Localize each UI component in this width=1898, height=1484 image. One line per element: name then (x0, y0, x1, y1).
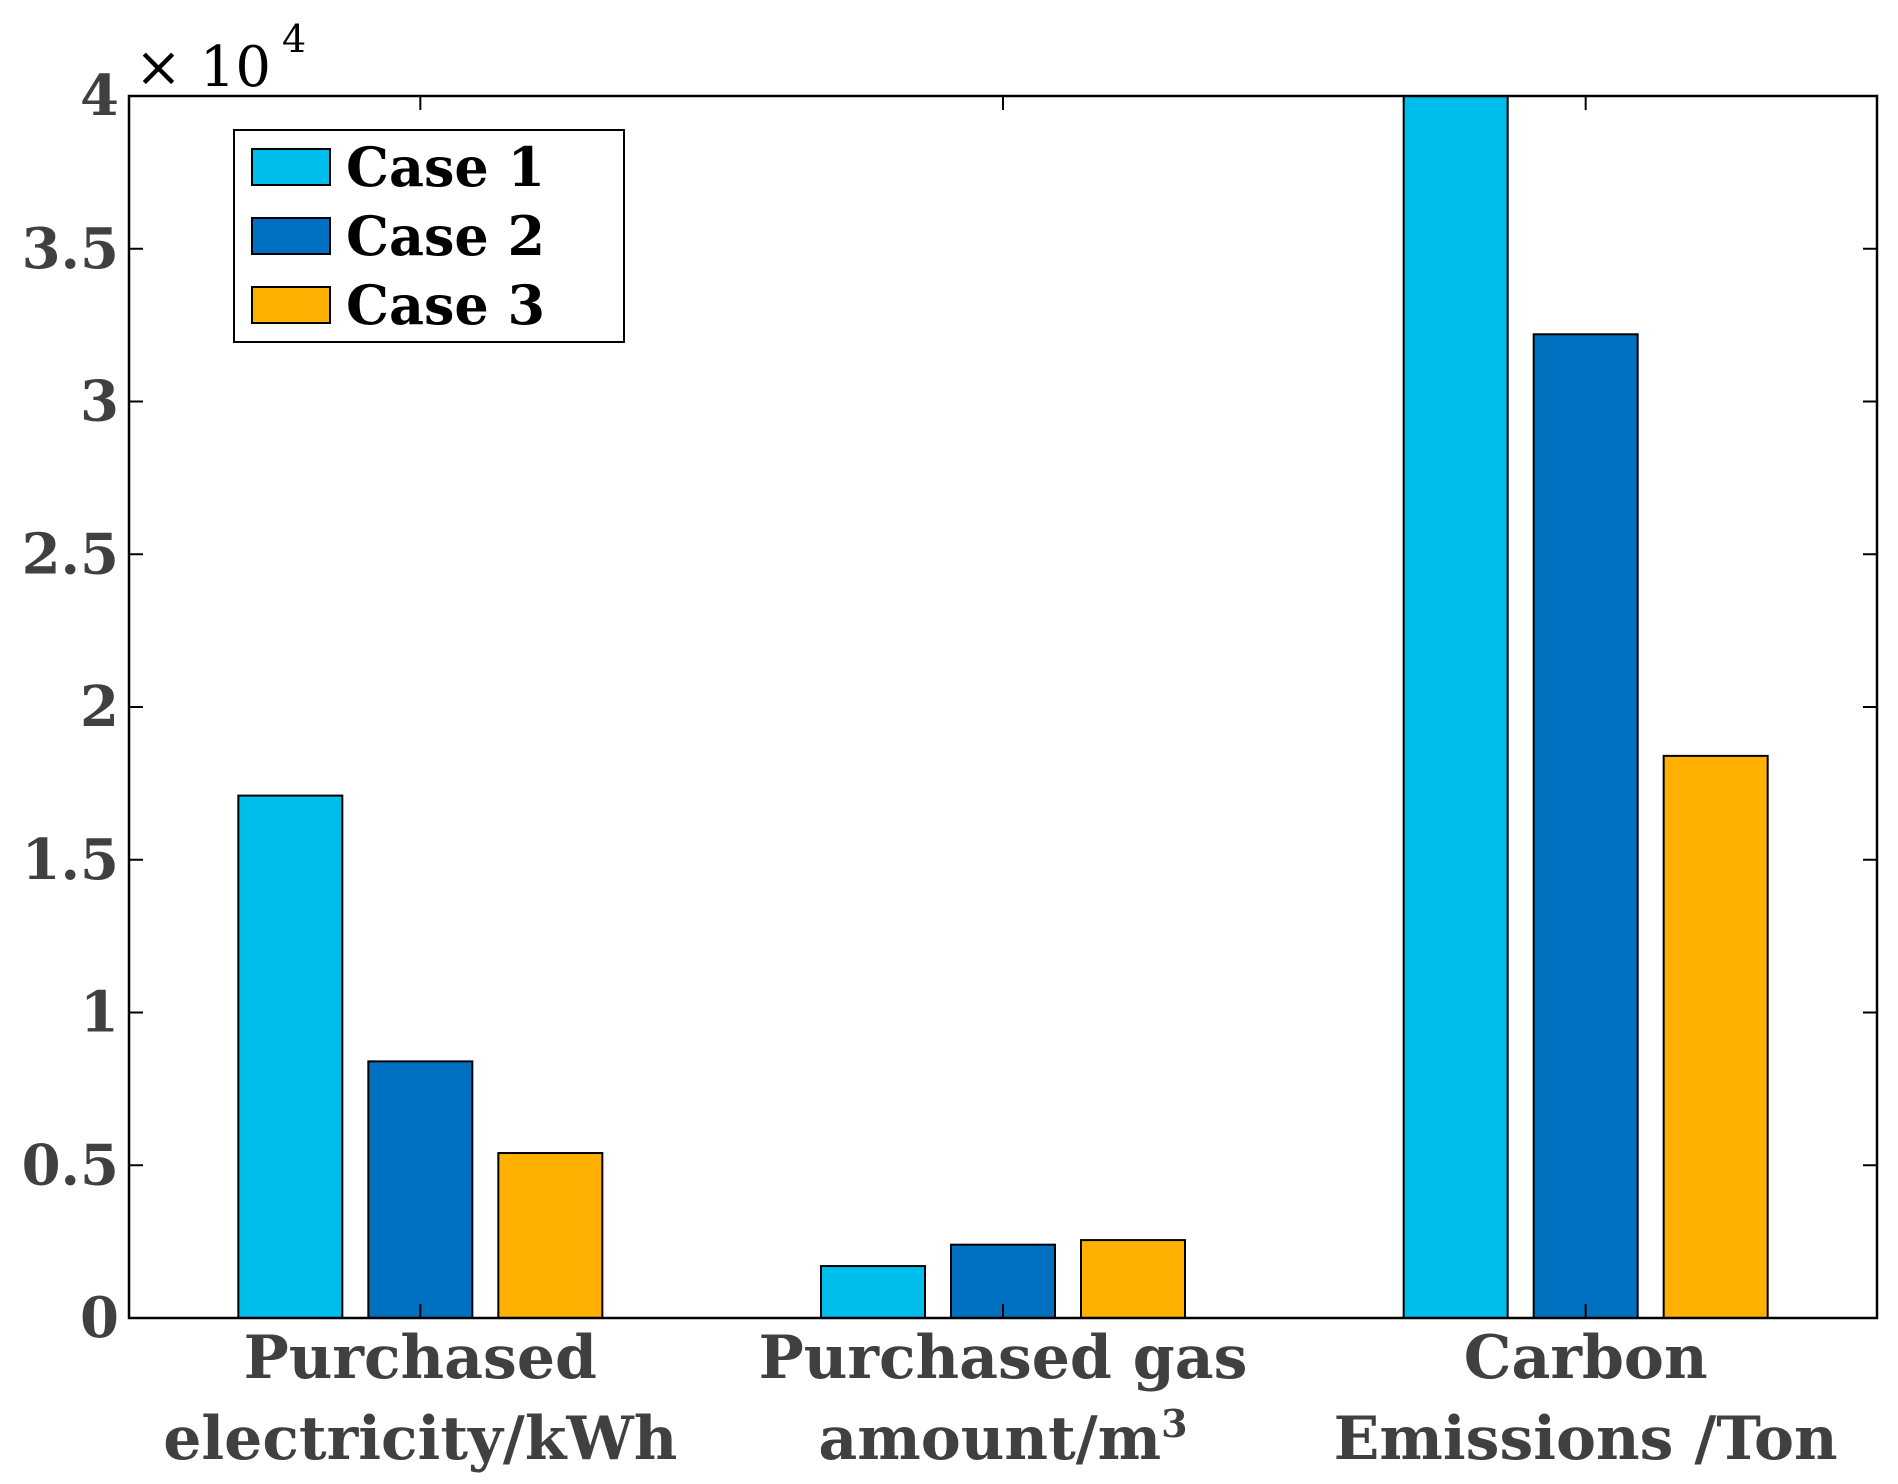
x-tick-label-2-line-2: amount/m3 (818, 1401, 1187, 1475)
bar-case-1-2 (820, 1265, 926, 1319)
y-tick-label: 0 (80, 1285, 119, 1351)
y-tick-labels: 0 0.5 1 1.5 2 2.5 3 3.5 4 (22, 63, 119, 1351)
bar-case-2-3 (1532, 333, 1639, 1320)
y-multiplier-label: × 10 (135, 35, 271, 100)
y-tick-label: 3 (80, 369, 119, 435)
y-tick-label: 3.5 (22, 216, 119, 282)
bar-case-3-1 (497, 1152, 604, 1320)
bar-case-2-1 (367, 1060, 474, 1319)
x-tick-labels: Purchased electricity/kWh Purchased gas amo… (163, 1323, 1837, 1474)
bar-case-3-2 (1080, 1239, 1186, 1320)
x-tick-label-3-line-1: Carbon (1464, 1323, 1708, 1393)
y-tick-label: 0.5 (22, 1132, 119, 1198)
x-tick-label-1-line-1: Purchased (244, 1323, 597, 1393)
bar-case-1-1 (237, 794, 344, 1319)
legend-swatch-case-3 (251, 286, 331, 324)
bar-case-1-3 (1402, 95, 1509, 1319)
legend-label-case-1: Case 1 (346, 135, 545, 199)
y-tick-label: 1 (80, 980, 119, 1046)
x-tick-label-superscript: 3 (1161, 1401, 1187, 1446)
y-tick-label: 2 (80, 674, 119, 740)
legend-label-case-3: Case 3 (346, 273, 545, 337)
y-tick-label: 2.5 (22, 521, 119, 587)
x-tick-label-1-line-2: electricity/kWh (163, 1404, 677, 1474)
y-multiplier-exponent: 4 (282, 17, 306, 61)
legend-swatch-case-1 (251, 148, 331, 186)
ticks-layer (129, 95, 1877, 1319)
x-tick-label-3-line-2: Emissions /Ton (1334, 1404, 1838, 1474)
y-tick-label: 4 (80, 63, 119, 129)
x-tick-label-2-line-1: Purchased gas (759, 1323, 1248, 1393)
legend-label-case-2: Case 2 (346, 204, 545, 268)
legend-swatch-case-2 (251, 217, 331, 255)
y-tick-label: 1.5 (22, 827, 119, 893)
bar-case-3-3 (1662, 754, 1769, 1319)
